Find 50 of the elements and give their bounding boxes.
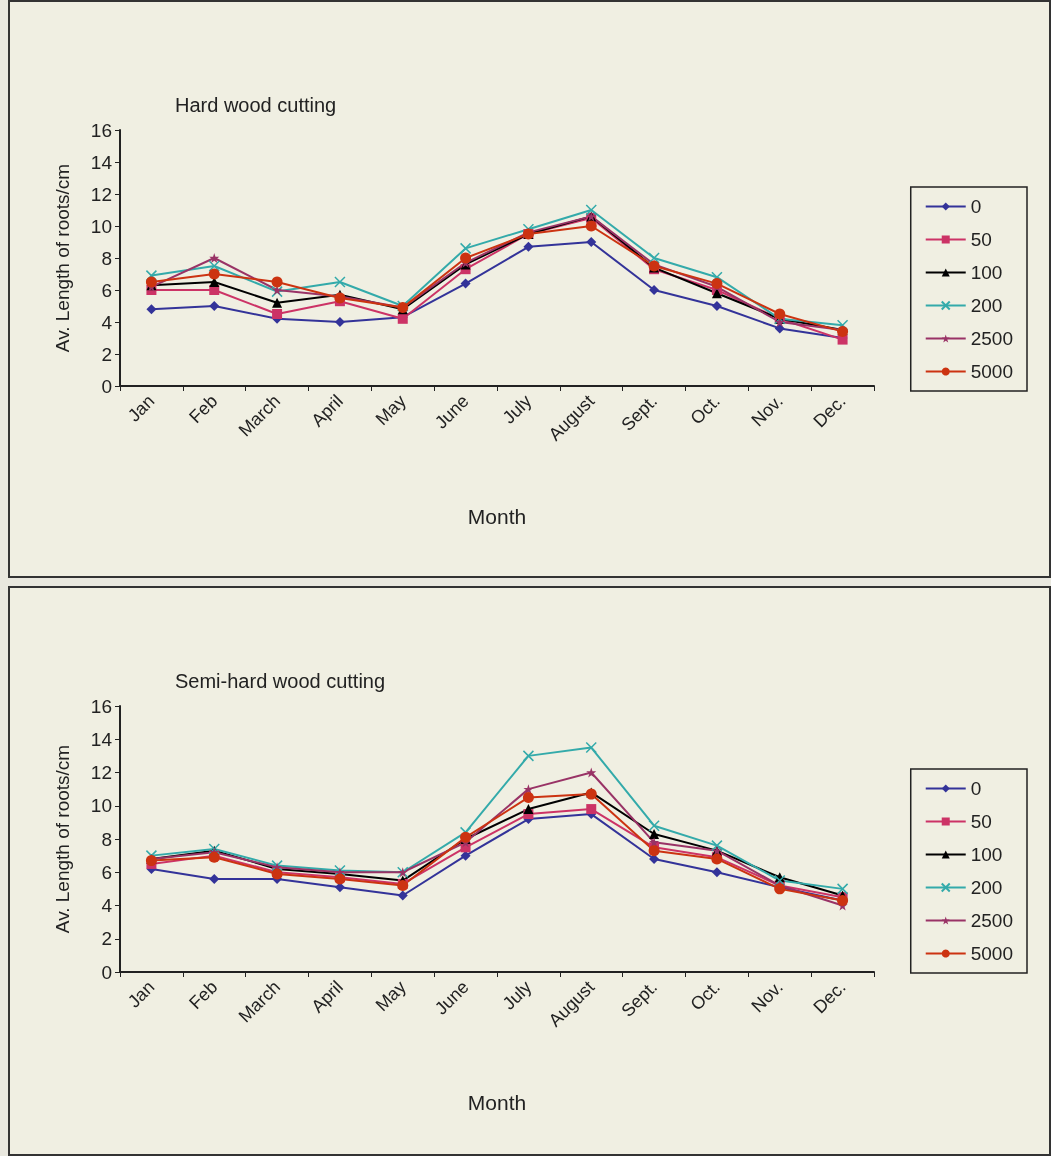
x-tick-label: Feb (185, 390, 222, 427)
y-tick-label: 16 (90, 119, 112, 141)
y-tick-label: 16 (90, 695, 112, 717)
x-axis-title: Month (467, 505, 527, 528)
x-tick-label: May (371, 390, 410, 430)
y-tick-label: 0 (101, 375, 112, 397)
y-tick-label: 10 (90, 795, 112, 817)
legend-label: 50 (970, 811, 992, 832)
y-tick-label: 12 (90, 183, 112, 205)
y-tick-label: 8 (101, 828, 112, 850)
x-tick-label: July (498, 390, 536, 428)
y-tick-label: 8 (101, 247, 112, 269)
x-axis-title: Month (467, 1091, 527, 1114)
x-tick-label: July (498, 976, 536, 1014)
y-tick-label: 6 (101, 861, 112, 883)
x-tick-label: Nov. (747, 976, 787, 1017)
legend-label: 0 (970, 196, 982, 217)
y-tick-label: 14 (90, 728, 113, 750)
y-tick-label: 2 (101, 928, 112, 950)
x-tick-label: Jan (123, 976, 159, 1012)
legend-label: 100 (970, 262, 1003, 283)
legend-label: 5000 (970, 361, 1014, 382)
y-tick-label: 10 (90, 215, 112, 237)
x-tick-label: Feb (185, 976, 222, 1013)
y-tick-label: 2 (101, 343, 112, 365)
legend-label: 50 (970, 229, 992, 250)
legend-label: 2500 (970, 910, 1014, 931)
y-axis-title: Av. Length of roots/cm (52, 744, 73, 934)
x-tick-label: Dec. (809, 390, 850, 432)
x-tick-label: Oct. (686, 976, 724, 1015)
y-tick-label: 6 (101, 279, 112, 301)
legend-label: 0 (970, 778, 982, 799)
y-tick-label: 4 (101, 895, 113, 916)
y-tick-label: 12 (90, 762, 112, 783)
legend-label: 2500 (970, 328, 1014, 349)
x-tick-label: Jan (123, 390, 159, 426)
y-tick-label: 14 (90, 151, 113, 173)
y-axis-title: Av. Length of roots/cm (52, 163, 73, 353)
chart-title: Hard wood cutting (175, 94, 337, 116)
legend-label: 100 (970, 844, 1003, 865)
x-tick-label: Nov. (747, 390, 787, 431)
legend-label: 200 (970, 877, 1003, 898)
legend-label: 5000 (970, 943, 1014, 964)
x-tick-label: Dec. (809, 976, 850, 1018)
legend-label: 200 (970, 295, 1003, 316)
y-tick-label: 4 (101, 311, 113, 333)
x-tick-label: May (371, 976, 410, 1016)
y-tick-label: 0 (101, 961, 112, 983)
x-tick-label: Oct. (686, 390, 724, 429)
chart-title: Semi-hard wood cutting (175, 670, 386, 692)
